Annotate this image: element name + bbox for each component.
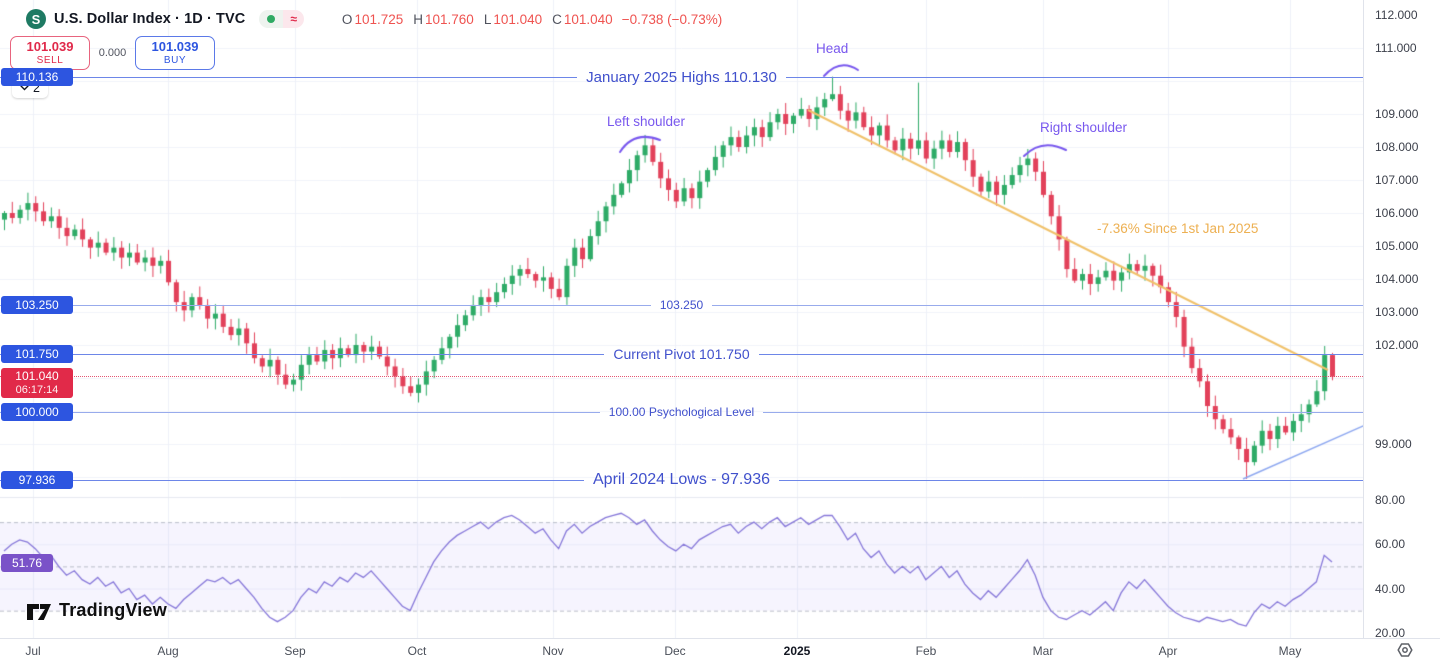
time-tick-label: 2025 <box>783 644 811 658</box>
chevron-down-icon <box>20 85 29 91</box>
rsi-tick-label: 80.00 <box>1375 493 1406 507</box>
last-price-badge: 101.040 06:17:14 <box>1 368 73 398</box>
settings-icon[interactable] <box>1396 641 1416 659</box>
time-tick-label: Oct <box>407 644 427 658</box>
rsi-tick-label: 40.00 <box>1375 581 1406 596</box>
last-price-value: 101.040 <box>15 368 59 383</box>
tradingview-mark-icon <box>27 604 51 620</box>
price-tick-label: 102.000 <box>1375 338 1419 352</box>
price-badge-103250: 103.250 <box>1 296 73 314</box>
tradingview-logo-text: TradingView <box>59 599 167 620</box>
sell-label: SELL <box>36 54 64 66</box>
object-tree-count: 2 <box>33 81 40 95</box>
sell-button[interactable]: 101.039 SELL <box>10 36 90 70</box>
price-tick-label: 107.000 <box>1375 173 1419 187</box>
time-tick-label: Sep <box>284 644 306 658</box>
change-value: −0.738 (−0.73%) <box>621 11 723 27</box>
annotation-right-shoulder[interactable]: Right shoulder <box>1040 120 1128 135</box>
open-value: 101.725 <box>354 11 404 27</box>
close-value: 101.040 <box>563 11 613 27</box>
low-value: 101.040 <box>493 11 543 27</box>
rsi-tick-label: 60.00 <box>1375 537 1406 552</box>
annotation-left-shoulder[interactable]: Left shoulder <box>607 114 686 129</box>
open-label: O <box>341 11 353 27</box>
bar-countdown: 06:17:14 <box>15 383 59 396</box>
high-value: 101.760 <box>425 11 474 27</box>
price-tick-label: 111.000 <box>1375 41 1417 55</box>
spread-value: 0.000 <box>98 47 127 59</box>
price-badge-april-low: 97.936 <box>1 471 73 489</box>
price-tick-label: 109.000 <box>1375 107 1419 121</box>
price-badge-pivot: 101.750 <box>1 345 73 363</box>
time-tick-label: Feb <box>915 644 937 658</box>
price-tick-label: 106.000 <box>1375 206 1419 220</box>
delayed-data-icon: ≈ <box>283 10 304 28</box>
buy-button[interactable]: 101.039 BUY <box>135 36 215 70</box>
last-price-dotted-line <box>0 376 1363 377</box>
close-label: C <box>552 11 562 27</box>
time-tick-label: Nov <box>542 644 564 658</box>
time-tick-label: Apr <box>1158 644 1178 658</box>
price-tick-label: 103.000 <box>1375 305 1419 319</box>
price-tick-label: 108.000 <box>1375 140 1419 154</box>
annotation-decline-percent[interactable]: -7.36% Since 1st Jan 2025 <box>1097 221 1259 236</box>
price-tick-label: 104.000 <box>1375 272 1419 286</box>
annotation-head[interactable]: Head <box>816 41 849 56</box>
sell-price: 101.039 <box>26 39 74 55</box>
price-badge-january-high: 110.136 <box>1 68 73 86</box>
buy-label: BUY <box>163 54 187 66</box>
rsi-value-badge: 51.76 <box>1 554 53 572</box>
symbol-logo-icon: S <box>26 9 46 29</box>
buy-price: 101.039 <box>151 39 199 55</box>
time-axis[interactable]: Jul Aug Sep Oct Nov Dec 2025 Feb Mar Apr May <box>0 638 1440 662</box>
time-tick-label: Dec <box>664 644 686 658</box>
low-label: L <box>483 11 492 27</box>
tradingview-logo[interactable]: TradingView <box>26 599 167 621</box>
price-badge-psychological: 100.000 <box>1 403 73 421</box>
symbol-title[interactable]: U.S. Dollar Index · 1D · TVC <box>54 11 246 27</box>
symbol-header[interactable]: S U.S. Dollar Index · 1D · TVC ≈ O 101.72… <box>26 8 722 30</box>
price-axis[interactable]: 112.000 111.000 109.000 108.000 107.000 106.0… <box>1363 0 1440 640</box>
time-tick-label: Mar <box>1032 644 1054 658</box>
time-tick-label: May <box>1278 644 1302 658</box>
trade-panel: 101.039 SELL 0.000 101.039 BUY <box>10 36 215 70</box>
time-tick-label: Aug <box>157 644 179 658</box>
time-tick-label: Jul <box>25 644 41 658</box>
rsi-tick-label: 20.00 <box>1375 625 1406 640</box>
chart-canvas[interactable] <box>0 0 1363 638</box>
price-tick-label: 105.000 <box>1375 239 1419 253</box>
market-open-dot-icon <box>267 15 276 23</box>
price-tick-label: 112.000 <box>1375 8 1418 22</box>
price-tick-label: 99.000 <box>1375 437 1412 451</box>
high-label: H <box>413 11 423 27</box>
ohlc-readout: O 101.725 H 101.760 L 101.040 C 101.040 −0.7… <box>332 12 722 27</box>
market-status-pill[interactable]: ≈ <box>259 10 304 28</box>
